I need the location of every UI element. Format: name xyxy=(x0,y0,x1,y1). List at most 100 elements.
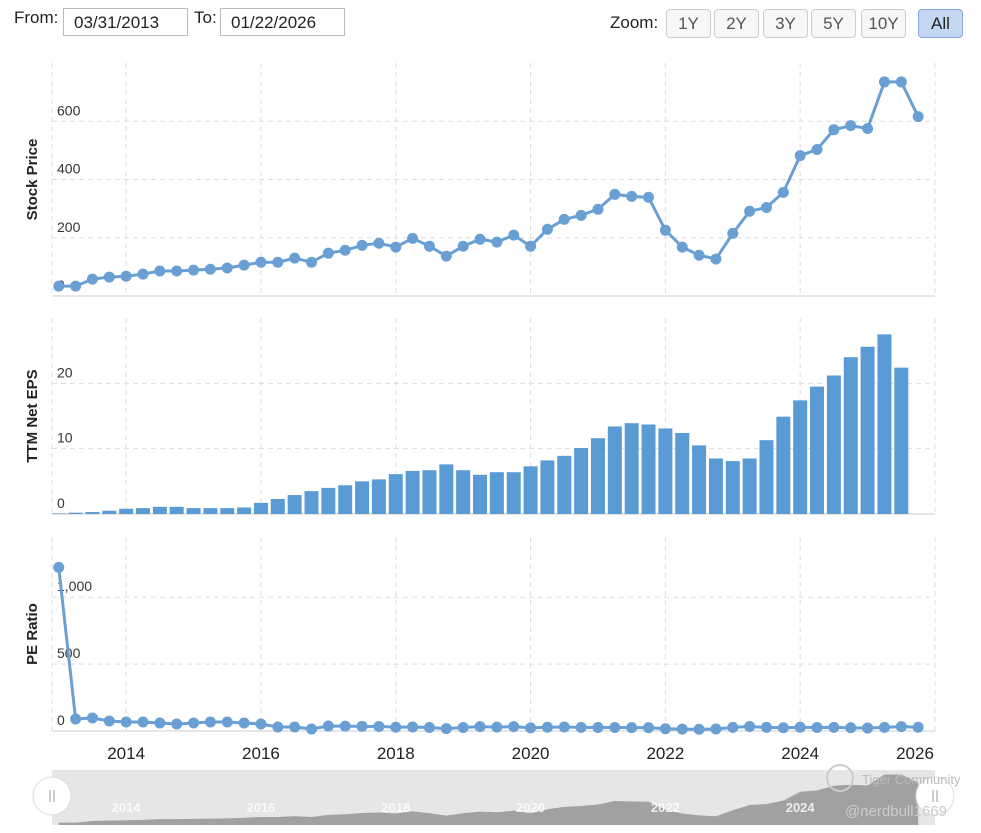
point xyxy=(137,268,149,280)
bar xyxy=(220,508,235,514)
bar xyxy=(456,470,471,514)
point xyxy=(491,721,503,733)
point xyxy=(895,76,907,88)
point xyxy=(171,718,183,730)
bar xyxy=(607,426,622,514)
y-tick-label: 0 xyxy=(57,495,65,511)
bar xyxy=(119,508,134,514)
point xyxy=(272,256,284,268)
point xyxy=(322,247,334,259)
x-tick-label: 2024 xyxy=(781,744,819,763)
point xyxy=(525,240,537,252)
point xyxy=(255,256,267,268)
zoom-button[interactable]: 2Y xyxy=(714,9,759,38)
point xyxy=(221,262,233,274)
bar xyxy=(102,510,117,514)
bar xyxy=(473,474,488,514)
to-input[interactable]: 01/22/2026 xyxy=(220,8,345,36)
point xyxy=(592,722,604,734)
bar xyxy=(135,508,150,514)
point xyxy=(744,205,756,217)
y-tick-label: 20 xyxy=(57,364,73,380)
navigator-label: 2024 xyxy=(786,800,816,815)
navigator-label: 2018 xyxy=(381,800,410,815)
point xyxy=(103,715,115,727)
zoom-button[interactable]: 10Y xyxy=(861,9,906,38)
point xyxy=(154,265,166,277)
point xyxy=(53,280,65,292)
point xyxy=(508,721,520,733)
y-tick-label: 600 xyxy=(57,102,81,118)
point xyxy=(811,144,823,156)
point xyxy=(912,721,924,733)
point xyxy=(828,721,840,733)
point xyxy=(407,721,419,733)
point xyxy=(289,252,301,264)
bar xyxy=(489,472,504,514)
bar xyxy=(540,460,555,514)
bar xyxy=(338,485,353,514)
point xyxy=(221,716,233,728)
point xyxy=(626,190,638,202)
point xyxy=(491,236,503,248)
y-axis-title: Stock Price xyxy=(24,139,41,221)
bar xyxy=(641,424,656,514)
point xyxy=(777,722,789,734)
point xyxy=(440,723,452,735)
point xyxy=(777,186,789,198)
zoom-button[interactable]: 3Y xyxy=(763,9,808,38)
point xyxy=(862,722,874,734)
navigator-handle[interactable] xyxy=(32,776,72,816)
bar xyxy=(523,466,538,514)
point xyxy=(204,263,216,275)
bar xyxy=(169,506,184,514)
point xyxy=(423,722,435,734)
zoom-label: Zoom: xyxy=(610,13,659,32)
x-tick-label: 2022 xyxy=(646,744,684,763)
point xyxy=(845,722,857,734)
bar xyxy=(658,428,673,514)
point xyxy=(525,722,537,734)
bar xyxy=(85,512,100,514)
bar xyxy=(68,512,83,514)
point xyxy=(457,722,469,734)
zoom-button[interactable]: 1Y xyxy=(666,9,711,38)
point xyxy=(53,561,65,573)
point xyxy=(255,718,267,730)
bar xyxy=(810,386,825,514)
point xyxy=(862,123,874,135)
from-input[interactable]: 03/31/2013 xyxy=(63,8,188,36)
point xyxy=(811,722,823,734)
y-axis-title: PE Ratio xyxy=(24,603,41,665)
navigator-handle[interactable] xyxy=(915,776,955,816)
point xyxy=(103,271,115,283)
navigator-label: 2020 xyxy=(516,800,545,815)
point xyxy=(626,722,638,734)
bar xyxy=(574,448,589,514)
point xyxy=(727,721,739,733)
point xyxy=(356,239,368,251)
point xyxy=(373,237,385,249)
point xyxy=(390,241,402,253)
bar xyxy=(237,507,252,514)
bar xyxy=(405,470,420,514)
point xyxy=(744,720,756,732)
bar xyxy=(355,481,370,514)
point xyxy=(895,721,907,733)
point xyxy=(86,712,98,724)
point xyxy=(575,209,587,221)
y-tick-label: 0 xyxy=(57,712,65,728)
point xyxy=(676,241,688,253)
point xyxy=(760,201,772,213)
zoom-button[interactable]: All xyxy=(918,9,963,38)
bar xyxy=(557,455,572,514)
bar xyxy=(692,445,707,514)
point xyxy=(188,717,200,729)
point xyxy=(306,256,318,268)
navigator-label: 2016 xyxy=(246,800,275,815)
zoom-button[interactable]: 5Y xyxy=(811,9,856,38)
bar xyxy=(776,416,791,514)
x-tick-label: 2016 xyxy=(242,744,280,763)
x-tick-label: 2026 xyxy=(896,744,934,763)
